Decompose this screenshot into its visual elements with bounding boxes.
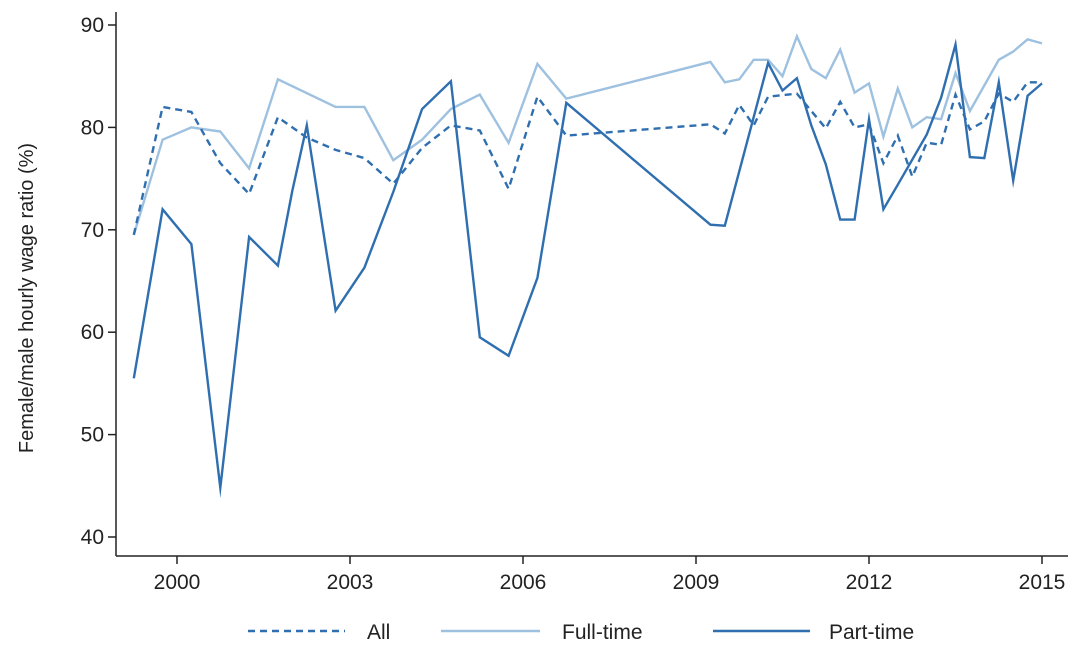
series-line-full-time xyxy=(132,33,1043,236)
x-tick-label: 2009 xyxy=(673,571,720,594)
legend-label: All xyxy=(367,621,390,644)
y-axis-title: Female/male hourly wage ratio (%) xyxy=(16,143,38,453)
x-tick-label: 2000 xyxy=(154,571,201,594)
y-tick-label: 40 xyxy=(81,526,104,549)
x-tick-label: 2015 xyxy=(1019,571,1066,594)
legend: All Full-time Part-time xyxy=(248,621,914,644)
y-tick-label: 50 xyxy=(81,424,104,447)
series-line-all xyxy=(132,81,1042,236)
x-tick-label: 2006 xyxy=(500,571,547,594)
x-axis-ticks: 2000 2003 2006 2009 2012 2015 xyxy=(154,556,1066,594)
y-tick-label: 80 xyxy=(81,116,104,139)
y-tick-label: 70 xyxy=(81,219,104,242)
x-tick-label: 2003 xyxy=(327,571,374,594)
y-tick-label: 60 xyxy=(81,321,104,344)
legend-label: Part-time xyxy=(829,621,914,644)
legend-label: Full-time xyxy=(562,621,643,644)
series-line-part-time xyxy=(132,38,1043,499)
axes xyxy=(115,12,1068,557)
plot-lines xyxy=(132,33,1043,499)
y-tick-label: 90 xyxy=(81,14,104,37)
y-axis-ticks: 40 50 60 70 80 90 xyxy=(81,14,116,549)
x-tick-label: 2012 xyxy=(846,571,893,594)
